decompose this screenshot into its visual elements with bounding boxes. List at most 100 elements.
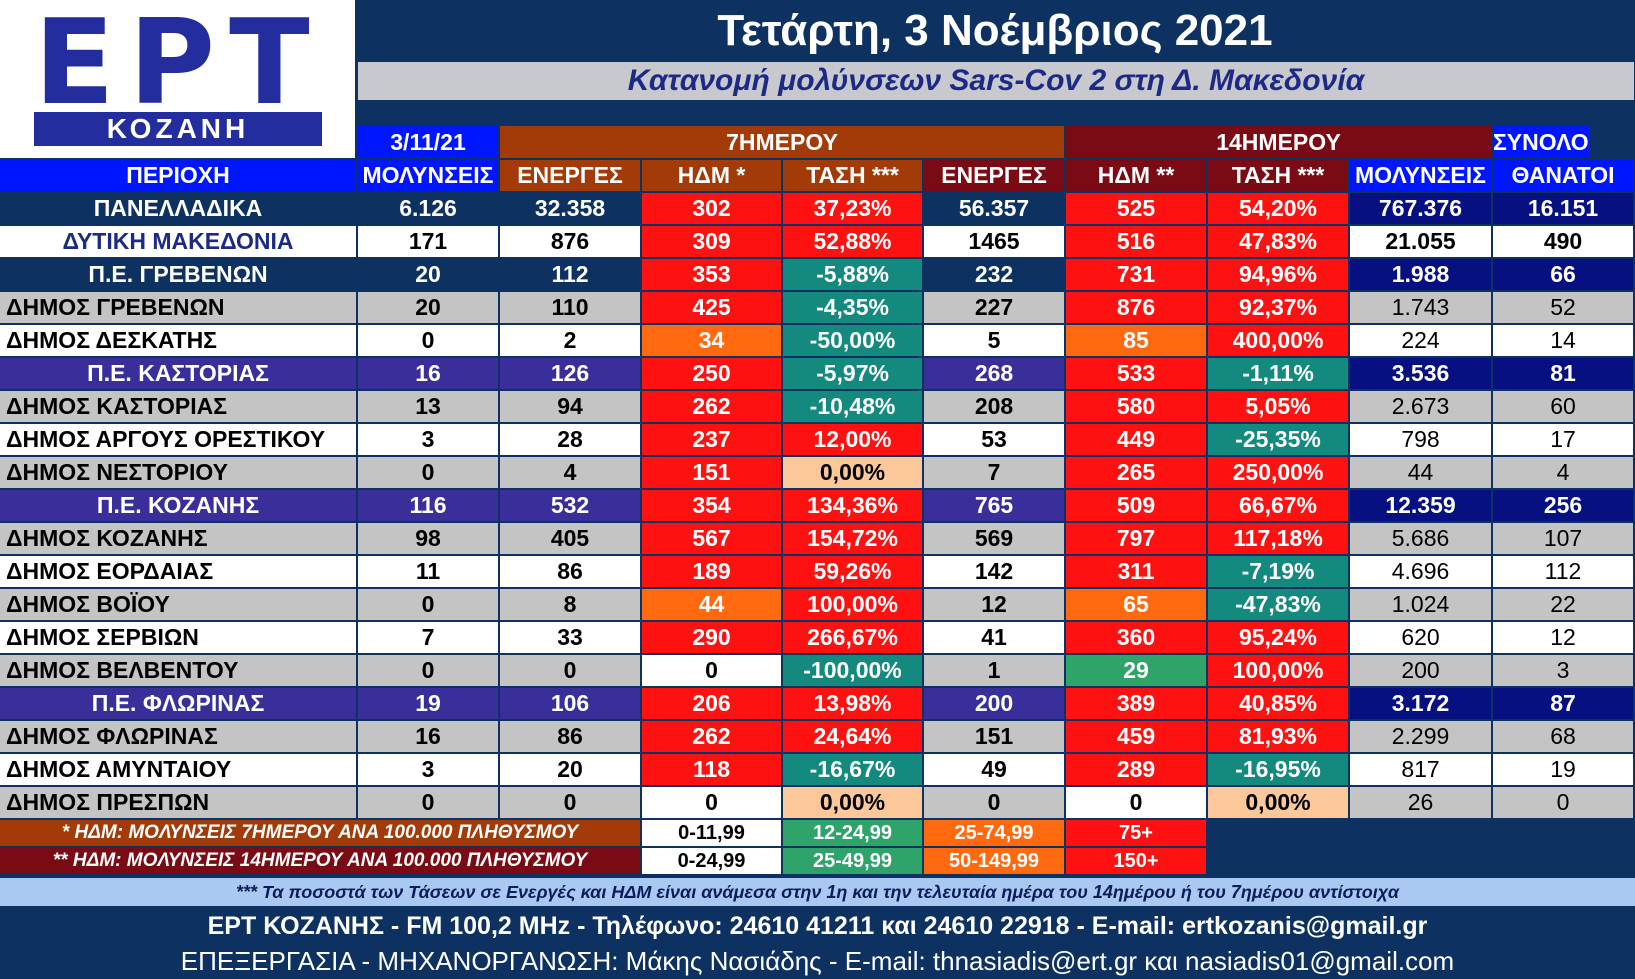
table-cell: 3 (358, 754, 498, 785)
table-cell: 52 (1493, 292, 1633, 323)
table-cell: 290 (642, 622, 781, 653)
table-cell: 112 (500, 259, 640, 290)
table-cell: 5.686 (1350, 523, 1491, 554)
table-cell: -25,35% (1208, 424, 1348, 455)
table-cell: 0 (358, 325, 498, 356)
table-cell: 3 (358, 424, 498, 455)
table-cell: 44 (642, 589, 781, 620)
legend-range: 25-49,99 (783, 848, 922, 874)
table-cell: 56.357 (924, 193, 1064, 224)
table-cell: 86 (500, 556, 640, 587)
table-cell: 65 (1066, 589, 1206, 620)
table-cell: -4,35% (783, 292, 922, 323)
table-cell: 60 (1493, 391, 1633, 422)
table-cell: 208 (924, 391, 1064, 422)
table-cell: 353 (642, 259, 781, 290)
table-cell: 7 (358, 622, 498, 653)
table-cell: 81 (1493, 358, 1633, 389)
table-cell: 66 (1493, 259, 1633, 290)
table-cell: 20 (358, 259, 498, 290)
table-cell: -5,97% (783, 358, 922, 389)
table-cell: 525 (1066, 193, 1206, 224)
area-name: Π.Ε. ΚΑΣΤΟΡΙΑΣ (0, 358, 356, 389)
column-header: ΤΑΣΗ *** (783, 160, 922, 191)
table-cell: 0 (358, 457, 498, 488)
group-header-14day: 14ΗΜΕΡΟΥ (1066, 126, 1491, 158)
table-cell: 262 (642, 391, 781, 422)
table-cell: 37,23% (783, 193, 922, 224)
table-cell: 449 (1066, 424, 1206, 455)
logo-sub: ΚΟΖΑΝΗ (34, 112, 322, 146)
table-cell: 1.988 (1350, 259, 1491, 290)
area-name: ΔΗΜΟΣ ΑΜΥΝΤΑΙΟΥ (0, 754, 356, 785)
table-cell: 268 (924, 358, 1064, 389)
table-cell: 620 (1350, 622, 1491, 653)
table-cell: 106 (500, 688, 640, 719)
table-cell: -7,19% (1208, 556, 1348, 587)
table-cell: -47,83% (1208, 589, 1348, 620)
table-cell: 817 (1350, 754, 1491, 785)
table-cell: 52,88% (783, 226, 922, 257)
table-cell: 1.024 (1350, 589, 1491, 620)
table-cell: 29 (1066, 655, 1206, 686)
table-cell: 7 (924, 457, 1064, 488)
table-cell: 0 (358, 787, 498, 818)
area-name: ΠΑΝΕΛΛΑΔΙΚΑ (0, 193, 356, 224)
table-cell: 256 (1493, 490, 1633, 521)
table-cell: 100,00% (783, 589, 922, 620)
table-cell: -50,00% (783, 325, 922, 356)
table-cell: 66,67% (1208, 490, 1348, 521)
column-header: ΘΑΝΑΤΟΙ (1493, 160, 1633, 191)
table-cell: 1 (924, 655, 1064, 686)
trend-note: *** Τα ποσοστά των Τάσεων σε Ενεργές και… (0, 878, 1635, 906)
table-cell: 24,64% (783, 721, 922, 752)
table-cell: 2.299 (1350, 721, 1491, 752)
table-cell: -16,95% (1208, 754, 1348, 785)
table-cell: 3.536 (1350, 358, 1491, 389)
area-name: ΔΗΜΟΣ ΒΟΪΟΥ (0, 589, 356, 620)
group-header-7day: 7ΗΜΕΡΟΥ (500, 126, 1064, 158)
column-header: ΗΔΜ * (642, 160, 781, 191)
table-cell: 151 (924, 721, 1064, 752)
table-cell: 876 (1066, 292, 1206, 323)
table-cell: 53 (924, 424, 1064, 455)
column-header: ΕΝΕΡΓΕΣ (924, 160, 1064, 191)
footer-contact: ΕΡΤ ΚΟΖΑΝΗΣ - FM 100,2 MHz - Τηλέφωνο: 2… (207, 912, 1428, 940)
logo-main: ΕΡΤ (34, 0, 324, 131)
legend-label: ** ΗΔΜ: ΜΟΛΥΝΣΕΙΣ 14ΗΜΕΡΟΥ ΑΝΑ 100.000 Π… (0, 848, 640, 874)
table-cell: 797 (1066, 523, 1206, 554)
table-cell: 250 (642, 358, 781, 389)
table-cell: 200 (924, 688, 1064, 719)
table-cell: 98 (358, 523, 498, 554)
table-cell: 0 (500, 787, 640, 818)
table-cell: 134,36% (783, 490, 922, 521)
legend-label: * ΗΔΜ: ΜΟΛΥΝΣΕΙΣ 7ΗΜΕΡΟΥ ΑΝΑ 100.000 ΠΛΗ… (0, 820, 640, 846)
table-cell: 767.376 (1350, 193, 1491, 224)
table-cell: 266,67% (783, 622, 922, 653)
legend-range: 12-24,99 (783, 820, 922, 846)
area-name: ΔΗΜΟΣ ΠΡΕΣΠΩΝ (0, 787, 356, 818)
table-cell: 459 (1066, 721, 1206, 752)
table-cell: 12 (1493, 622, 1633, 653)
table-cell: -1,11% (1208, 358, 1348, 389)
table-cell: 21.055 (1350, 226, 1491, 257)
table-cell: -5,88% (783, 259, 922, 290)
table-cell: 360 (1066, 622, 1206, 653)
table-cell: 4 (1493, 457, 1633, 488)
footer-credits: ΕΠΕΞΕΡΓΑΣΙΑ - ΜΗΧΑΝΟΡΓΑΝΩΣΗ: Μάκης Νασιά… (180, 946, 1455, 976)
table-cell: 490 (1493, 226, 1633, 257)
table-cell: 4.696 (1350, 556, 1491, 587)
table-cell: 4 (500, 457, 640, 488)
table-cell: 0 (1493, 787, 1633, 818)
table-cell: 40,85% (1208, 688, 1348, 719)
table-cell: 19 (358, 688, 498, 719)
table-cell: 154,72% (783, 523, 922, 554)
table-cell: 13 (358, 391, 498, 422)
table-cell: 47,83% (1208, 226, 1348, 257)
legend-range: 150+ (1066, 848, 1206, 874)
table-cell: 876 (500, 226, 640, 257)
column-header: ΜΟΛΥΝΣΕΙΣ (358, 160, 498, 191)
table-cell: 189 (642, 556, 781, 587)
area-name: ΔΗΜΟΣ ΝΕΣΤΟΡΙΟΥ (0, 457, 356, 488)
